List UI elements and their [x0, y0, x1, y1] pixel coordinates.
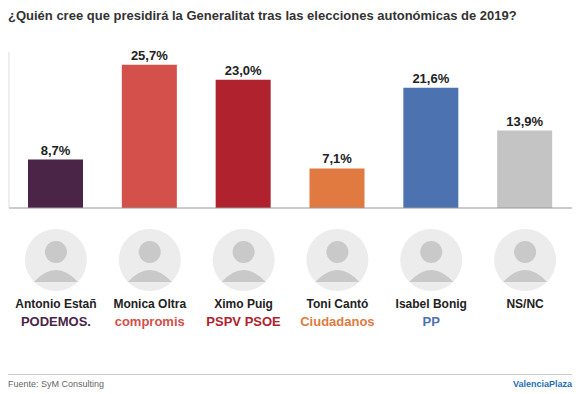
svg-text:8,7%: 8,7% — [41, 143, 71, 158]
html-text:ValenciaPlaza: ValenciaPlaza — [513, 379, 572, 389]
svg-text:23,0%: 23,0% — [225, 63, 262, 78]
svg-text:Toni Cantó: Toni Cantó — [307, 297, 369, 311]
html-text:Fuente: SyM Consulting: Fuente: SyM Consulting — [8, 379, 104, 389]
svg-text:PP: PP — [423, 314, 441, 329]
svg-text:compromis: compromis — [115, 314, 185, 329]
svg-text:21,6%: 21,6% — [412, 71, 449, 86]
html-text:¿Quién cree que presidirá la G: ¿Quién cree que presidirá la Generalitat… — [8, 8, 517, 23]
svg-text:PODEMOS.: PODEMOS. — [21, 314, 91, 329]
svg-text:Monica Oltra: Monica Oltra — [113, 297, 186, 311]
svg-text:7,1%: 7,1% — [322, 151, 352, 166]
svg-text:NS/NC: NS/NC — [506, 297, 544, 311]
svg-text:Ciudadanos: Ciudadanos — [300, 314, 374, 329]
svg-text:25,7%: 25,7% — [131, 48, 168, 63]
svg-text:Ximo Puig: Ximo Puig — [214, 297, 273, 311]
svg-text:PSPV PSOE: PSPV PSOE — [206, 314, 281, 329]
svg-text:Isabel Bonig: Isabel Bonig — [396, 297, 467, 311]
svg-text:13,9%: 13,9% — [506, 114, 543, 129]
svg-text:Antonio Estañ: Antonio Estañ — [15, 297, 96, 311]
